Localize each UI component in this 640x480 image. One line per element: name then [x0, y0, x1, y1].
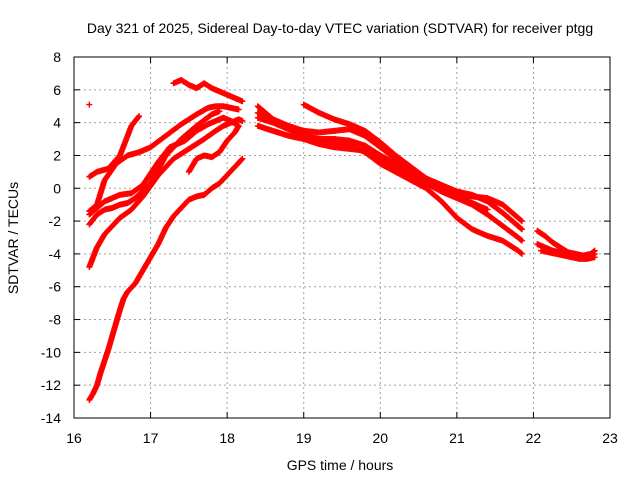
y-tick-label: 2 [53, 147, 61, 163]
x-tick-label: 23 [602, 430, 618, 446]
x-tick-label: 22 [526, 430, 542, 446]
series-track-5 [86, 116, 246, 271]
x-tick-label: 16 [66, 430, 82, 446]
axis-ticks [73, 56, 611, 419]
y-tick-label: 0 [53, 180, 61, 196]
y-tick-label: -2 [49, 213, 62, 229]
x-tick-label: 21 [449, 430, 465, 446]
y-tick-label: -12 [41, 377, 61, 393]
series-track-1 [86, 113, 143, 180]
x-tick-label: 20 [372, 430, 388, 446]
y-tick-label: 6 [53, 82, 61, 98]
x-tick-label: 19 [296, 430, 312, 446]
series-track-9 [86, 101, 93, 108]
y-axis-label: SDTVAR / TECUs [5, 182, 21, 294]
y-tick-label: 4 [53, 115, 61, 131]
series-track-12 [254, 122, 525, 244]
tick-labels: 16 17 18 19 20 21 22 23 -14 -12 -10 -8 -6 -4 -2 0 2 4 6 8 [41, 49, 618, 446]
series-track-2 [86, 108, 223, 228]
series-track-7 [86, 155, 246, 403]
data-points [86, 76, 598, 403]
y-tick-label: -8 [49, 312, 62, 328]
series-track-13 [254, 109, 525, 257]
series-track-3 [86, 114, 242, 218]
series-track-17 [538, 247, 598, 262]
y-tick-label: -10 [41, 344, 61, 360]
grid [74, 57, 610, 418]
series-track-8 [170, 76, 246, 105]
y-tick-label: -14 [41, 410, 61, 426]
plot-frame [73, 56, 611, 419]
y-tick-label: -6 [49, 279, 62, 295]
chart-title: Day 321 of 2025, Sidereal Day-to-day VTE… [87, 20, 593, 36]
x-tick-label: 17 [143, 430, 159, 446]
x-axis-label: GPS time / hours [287, 457, 394, 473]
y-tick-label: -4 [49, 246, 62, 262]
x-tick-label: 18 [219, 430, 235, 446]
series-track-4 [86, 103, 242, 215]
series-track-6 [185, 122, 242, 175]
y-tick-label: 8 [53, 49, 61, 65]
series-track-14 [300, 101, 491, 213]
